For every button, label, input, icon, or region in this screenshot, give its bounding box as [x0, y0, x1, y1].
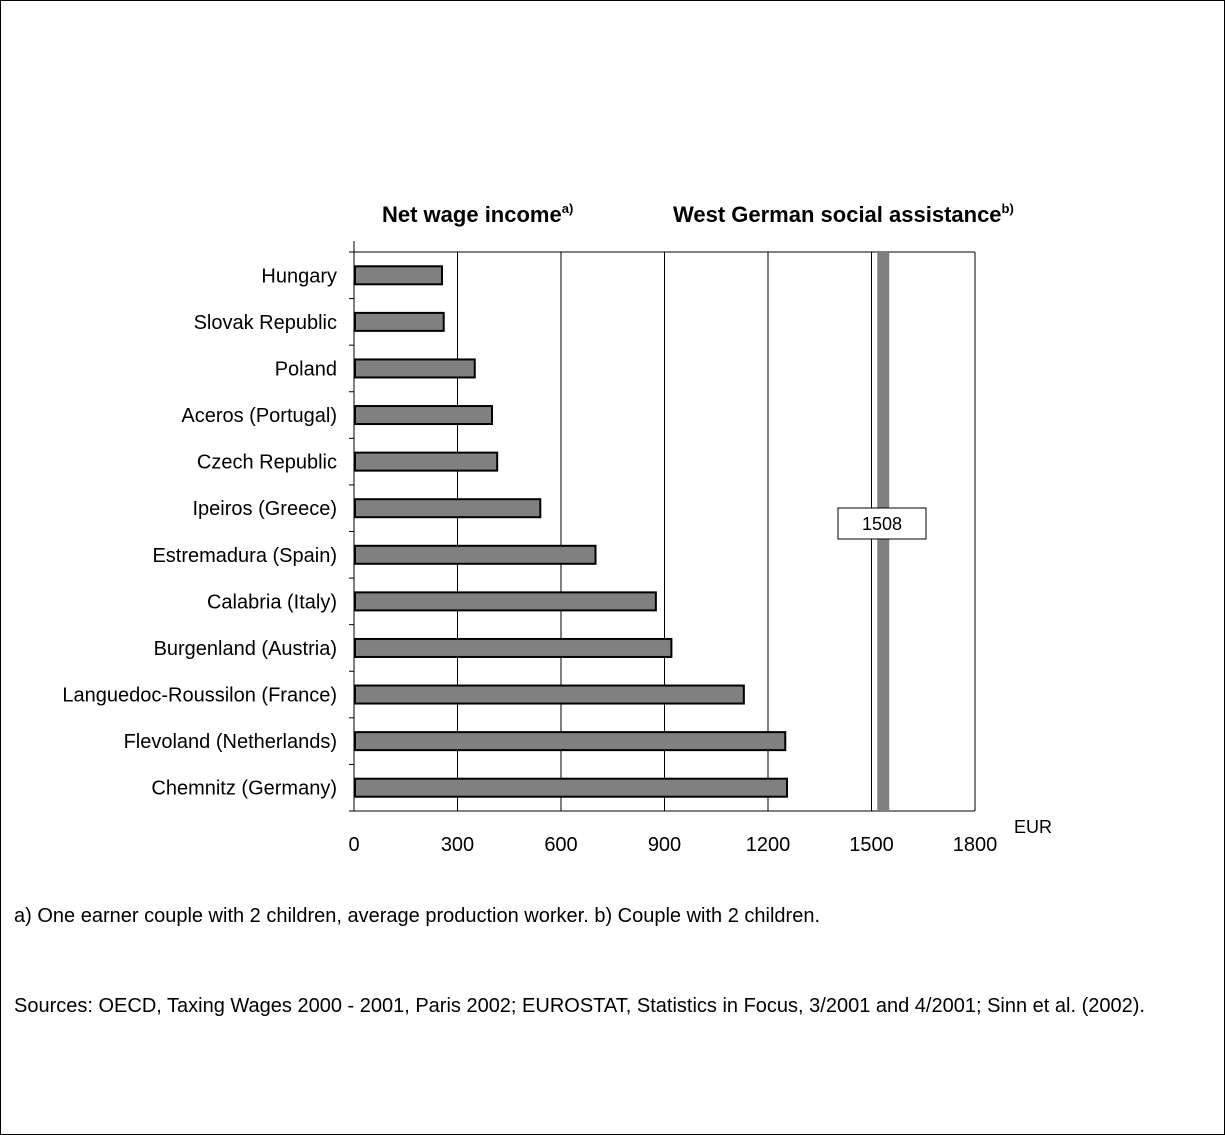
category-label: Poland: [275, 358, 337, 380]
bar: [354, 544, 597, 565]
bar: [354, 637, 673, 658]
bar: [354, 684, 745, 705]
x-tick-label: 1500: [849, 834, 894, 856]
category-label: Burgenland (Austria): [154, 638, 337, 660]
footnote: a) One earner couple with 2 children, av…: [14, 905, 820, 927]
category-label: Czech Republic: [197, 452, 337, 474]
bar: [354, 265, 443, 286]
title-net-wage-income: Net wage incomea): [382, 201, 573, 227]
category-label: Calabria (Italy): [207, 591, 337, 613]
bar: [354, 777, 788, 798]
x-tick-label: 900: [648, 834, 681, 856]
category-label: Slovak Republic: [194, 312, 337, 334]
x-tick-label: 0: [348, 834, 359, 856]
bar: [354, 311, 445, 332]
x-unit-label: EUR: [1014, 817, 1052, 837]
x-tick-label: 600: [544, 834, 577, 856]
bar: [354, 498, 542, 519]
category-label: Flevoland (Netherlands): [124, 731, 337, 753]
bar: [354, 591, 657, 612]
category-label: Estremadura (Spain): [152, 545, 337, 567]
category-label: Languedoc-Roussilon (France): [62, 685, 337, 707]
category-label: Hungary: [261, 265, 337, 287]
category-label: Ipeiros (Greece): [193, 498, 338, 520]
category-label: Aceros (Portugal): [181, 405, 337, 427]
category-label: Chemnitz (Germany): [151, 778, 337, 800]
bar: [354, 358, 476, 379]
x-tick-label: 1800: [953, 834, 998, 856]
reference-label-box: [837, 507, 927, 540]
title-social-assistance: West German social assistanceb): [673, 201, 1014, 227]
x-tick-label: 1200: [746, 834, 791, 856]
bar: [354, 731, 787, 752]
reference-value-label: 1508: [862, 514, 902, 534]
bar: [354, 451, 499, 472]
bar: [354, 405, 493, 426]
sources-note: Sources: OECD, Taxing Wages 2000 - 2001,…: [14, 995, 1145, 1017]
x-tick-label: 300: [441, 834, 474, 856]
